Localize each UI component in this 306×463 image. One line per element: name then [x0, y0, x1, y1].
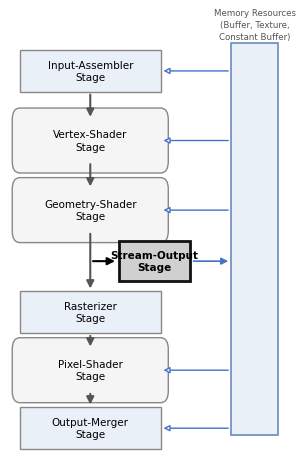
- Text: Stream-Output
Stage: Stream-Output Stage: [110, 250, 199, 273]
- FancyBboxPatch shape: [12, 178, 168, 243]
- Text: Output-Merger
Stage: Output-Merger Stage: [52, 417, 129, 439]
- FancyBboxPatch shape: [20, 51, 161, 93]
- Text: Input-Assembler
Stage: Input-Assembler Stage: [47, 61, 133, 83]
- Text: Geometry-Shader
Stage: Geometry-Shader Stage: [44, 200, 136, 222]
- FancyBboxPatch shape: [12, 338, 168, 403]
- Text: Rasterizer
Stage: Rasterizer Stage: [64, 301, 117, 324]
- FancyBboxPatch shape: [231, 44, 278, 435]
- Text: Memory Resources
(Buffer, Texture,
Constant Buffer): Memory Resources (Buffer, Texture, Const…: [214, 9, 296, 42]
- FancyBboxPatch shape: [20, 292, 161, 333]
- FancyBboxPatch shape: [12, 109, 168, 174]
- Text: Pixel-Shader
Stage: Pixel-Shader Stage: [58, 359, 123, 382]
- FancyBboxPatch shape: [20, 407, 161, 449]
- Text: Vertex-Shader
Stage: Vertex-Shader Stage: [53, 130, 128, 152]
- FancyBboxPatch shape: [119, 242, 190, 281]
